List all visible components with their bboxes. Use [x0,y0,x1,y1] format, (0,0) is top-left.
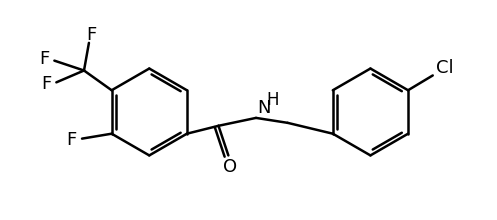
Text: F: F [66,131,76,149]
Text: H: H [266,91,279,109]
Text: F: F [41,75,52,93]
Text: Cl: Cl [436,59,453,77]
Text: F: F [86,26,96,44]
Text: O: O [223,158,238,176]
Text: N: N [257,99,271,117]
Text: F: F [39,50,50,68]
